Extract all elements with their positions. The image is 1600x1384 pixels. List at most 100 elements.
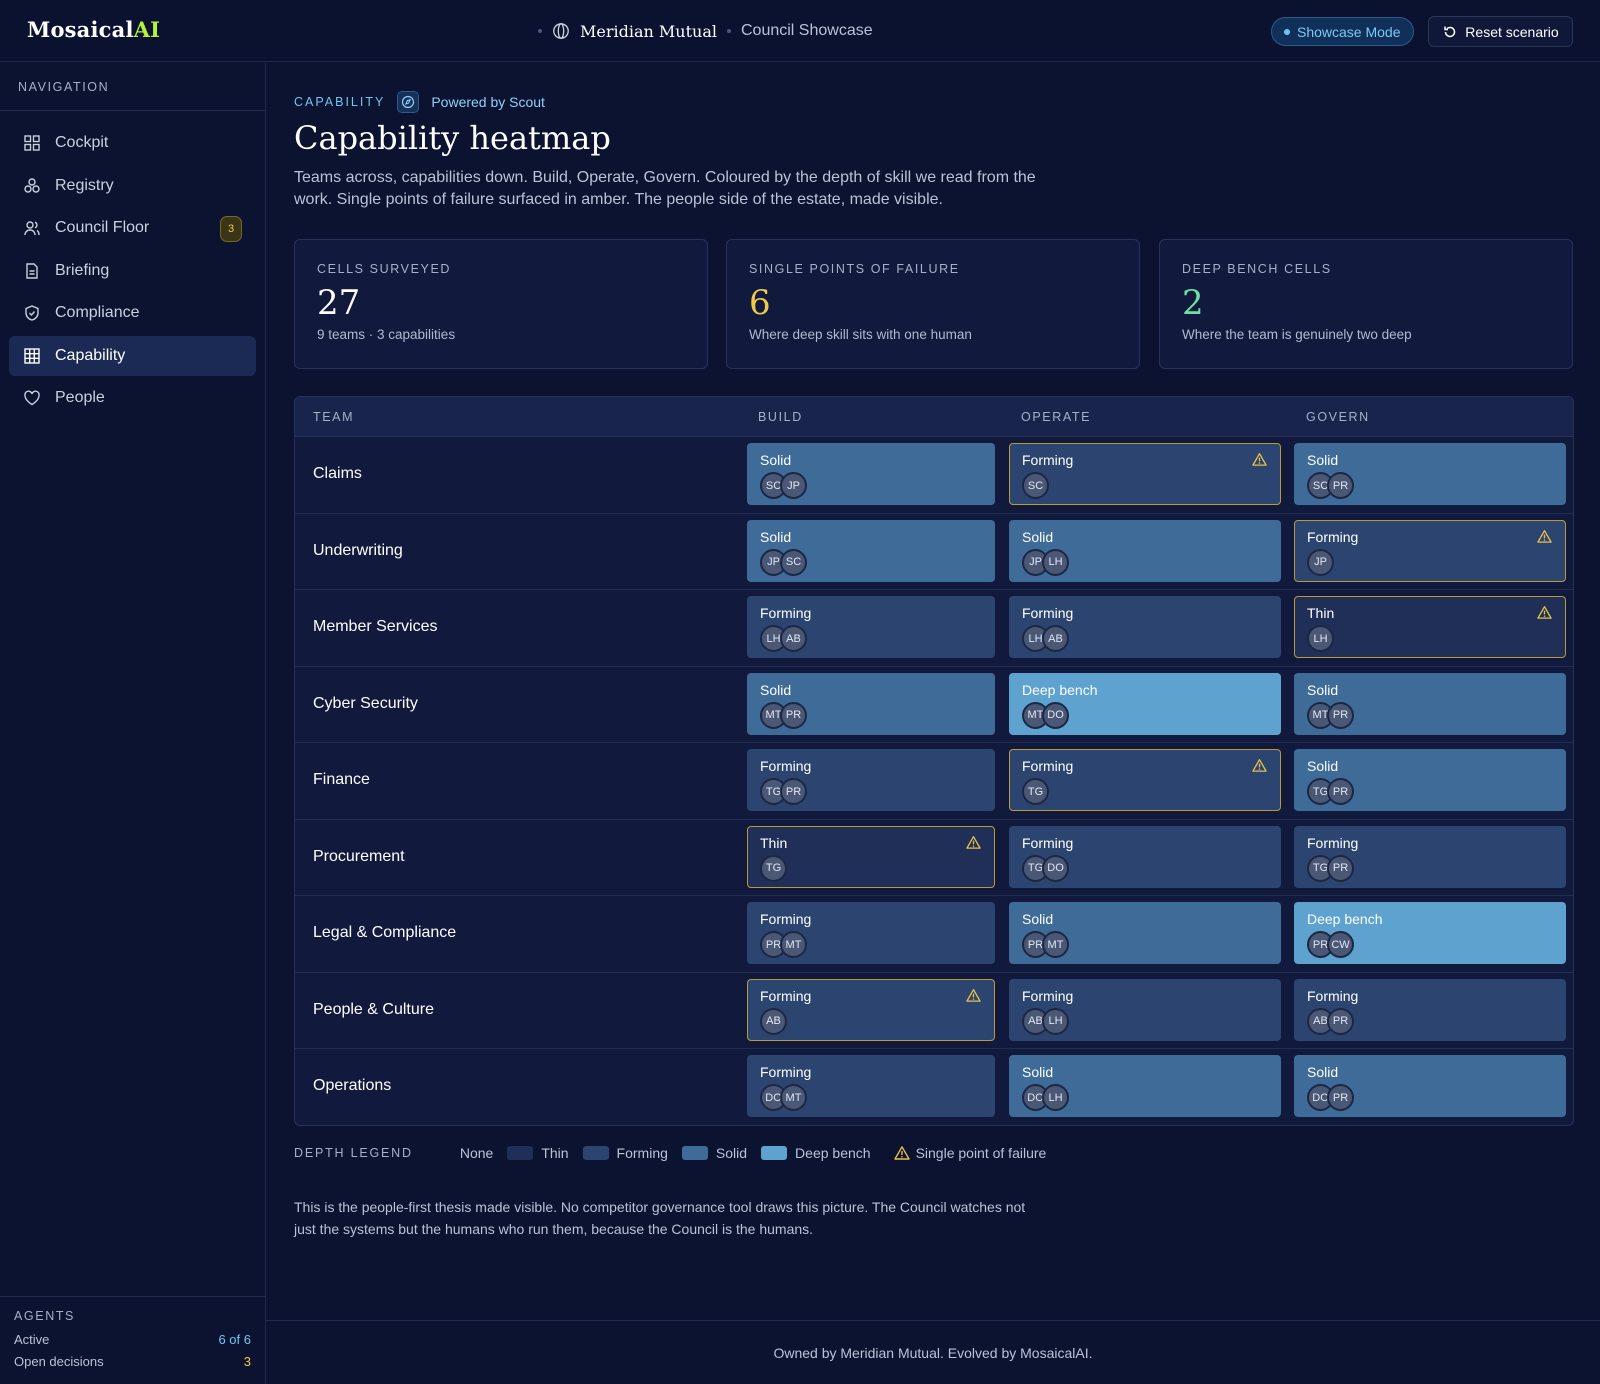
legend-item-spof: Single point of failure	[915, 1145, 1047, 1161]
avatar[interactable]: TG	[760, 854, 787, 882]
heatmap-cell[interactable]: Forming DO MT	[747, 1055, 995, 1117]
heatmap-cell[interactable]: Forming AB PR	[1294, 978, 1566, 1041]
avatar[interactable]: TG	[1022, 778, 1049, 805]
avatar[interactable]: DO	[1042, 854, 1069, 882]
legend-item-thin: Thin	[541, 1145, 569, 1161]
heatmap-cell[interactable]: Thin LH	[1294, 596, 1566, 658]
heatmap-cell[interactable]: Forming AB LH	[1009, 978, 1281, 1041]
avatar[interactable]: PR	[1327, 778, 1354, 805]
page-context: Council Showcase	[740, 22, 873, 39]
legend-item-none: None	[459, 1145, 494, 1161]
avatar[interactable]: AB	[760, 1007, 787, 1035]
heatmap-cell[interactable]: Forming PR MT	[747, 902, 995, 964]
agents-panel: AGENTS Active 6 of 6 Open decisions 3	[0, 1296, 265, 1384]
avatar[interactable]: PR	[1327, 854, 1354, 882]
sidebar: NAVIGATION Cockpit Registry Council Floo…	[0, 63, 266, 1384]
avatar-group: TG PR	[1307, 854, 1354, 882]
grid-icon	[24, 135, 40, 151]
depth-label: Solid	[1022, 528, 1054, 545]
brand-logo[interactable]: MosaicalAI	[27, 17, 160, 42]
avatar[interactable]: LH	[1042, 1007, 1069, 1035]
avatar[interactable]: CW	[1327, 931, 1354, 958]
avatar[interactable]: SC	[1022, 472, 1049, 499]
heatmap-cell[interactable]: Deep bench MT DO	[1009, 672, 1281, 735]
avatar[interactable]: DO	[1042, 701, 1069, 729]
stat-card-cells-surveyed: CELLS SURVEYED 27 9 teams · 3 capabiliti…	[294, 239, 708, 369]
cluster-icon	[24, 177, 40, 193]
avatar[interactable]: MT	[1042, 931, 1069, 958]
heatmap-cell[interactable]: Solid SC PR	[1294, 443, 1566, 505]
heatmap-cell[interactable]: Forming LH AB	[747, 596, 995, 658]
depth-label: Deep bench	[1022, 681, 1098, 698]
avatar[interactable]: PR	[1327, 472, 1354, 499]
heatmap-cell[interactable]: Forming SC	[1009, 443, 1281, 505]
heatmap-cell[interactable]: Solid MT PR	[747, 672, 995, 735]
heatmap-cell[interactable]: Thin TG	[747, 825, 995, 888]
sidebar-item-registry[interactable]: Registry	[9, 166, 256, 206]
reset-icon	[1444, 26, 1456, 37]
stat-subtitle: Where deep skill sits with one human	[749, 327, 972, 342]
heatmap-cell[interactable]: Forming JP	[1294, 519, 1566, 582]
avatar-group: LH	[1307, 625, 1334, 652]
heatmap-cell[interactable]: Deep bench PR CW	[1294, 902, 1566, 964]
avatar[interactable]: AB	[1042, 625, 1069, 652]
reset-scenario-button[interactable]: Reset scenario	[1428, 16, 1573, 47]
avatar[interactable]: SC	[780, 548, 807, 576]
heatmap-cell[interactable]: Forming TG	[1009, 749, 1281, 811]
avatar[interactable]: AB	[1307, 1007, 1334, 1035]
heatmap-cell[interactable]: Solid JP SC	[747, 519, 995, 582]
table-body: Claims Solid SC JP Forming SC Solid SC PR Underwr…	[295, 437, 1573, 1125]
sidebar-item-people[interactable]: People	[9, 378, 256, 418]
depth-label: Solid	[1307, 1064, 1339, 1080]
avatar[interactable]: MT	[780, 1084, 807, 1111]
heatmap-cell[interactable]: Solid TG PR	[1294, 749, 1566, 811]
avatar[interactable]: PR	[780, 778, 807, 805]
team-name: Claims	[313, 465, 362, 482]
avatar[interactable]: LH	[1042, 548, 1069, 576]
avatar[interactable]: JP	[1022, 548, 1049, 576]
heatmap-cell[interactable]: Solid DO LH	[1009, 1055, 1281, 1117]
avatar[interactable]: PR	[1327, 1084, 1354, 1111]
depth-label: Forming	[760, 605, 812, 621]
users-icon	[24, 221, 40, 236]
heatmap-cell[interactable]: Forming TG PR	[1294, 825, 1566, 888]
avatar-group: TG PR	[1307, 778, 1354, 805]
footnote: This is the people-first thesis made vis…	[294, 1199, 1026, 1237]
nav-list: Cockpit Registry Council Floor 3 Briefin…	[0, 111, 265, 418]
avatar[interactable]: PR	[1327, 701, 1354, 729]
sidebar-item-capability[interactable]: Capability	[9, 335, 256, 376]
avatar[interactable]: JP	[780, 472, 807, 499]
table-row: Legal & Compliance Forming PR MT Solid PR MT De…	[295, 896, 1573, 973]
heatmap-cell[interactable]: Forming AB	[747, 978, 995, 1041]
depth-label: Forming	[1307, 987, 1359, 1004]
stat-value: 2	[1182, 283, 1204, 323]
heatmap-cell[interactable]: Solid SC JP	[747, 443, 995, 505]
avatar[interactable]: MT	[780, 931, 807, 958]
avatar[interactable]: LH	[1042, 1084, 1069, 1111]
open-decisions-row: Open decisions 3	[14, 1354, 251, 1369]
avatar[interactable]: LH	[1307, 625, 1334, 652]
table-row: People & Culture Forming AB Forming AB LH Form…	[295, 973, 1573, 1049]
heatmap-cell[interactable]: Solid DO PR	[1294, 1055, 1566, 1117]
showcase-mode-badge[interactable]: Showcase Mode	[1271, 17, 1414, 46]
avatar[interactable]: PR	[1327, 1007, 1354, 1035]
sidebar-item-briefing[interactable]: Briefing	[9, 251, 256, 291]
heatmap-cell[interactable]: Forming LH AB	[1009, 596, 1281, 658]
depth-label: Solid	[1307, 452, 1339, 468]
heatmap-cell[interactable]: Forming TG PR	[747, 749, 995, 811]
avatar[interactable]: AB	[780, 625, 807, 652]
avatar[interactable]: DO	[1022, 1084, 1049, 1111]
sidebar-item-compliance[interactable]: Compliance	[9, 293, 256, 333]
heatmap-cell[interactable]: Solid PR MT	[1009, 902, 1281, 964]
team-name: People & Culture	[313, 1000, 434, 1018]
avatar[interactable]: JP	[1307, 548, 1334, 576]
avatar[interactable]: PR	[780, 701, 807, 729]
scout-icon	[397, 91, 420, 113]
sidebar-item-council-floor[interactable]: Council Floor 3	[9, 208, 256, 248]
heatmap-cell[interactable]: Solid MT PR	[1294, 672, 1566, 735]
legend-title: DEPTH LEGEND	[294, 1146, 413, 1160]
sidebar-item-label: People	[55, 389, 105, 406]
heatmap-cell[interactable]: Solid JP LH	[1009, 519, 1281, 582]
heatmap-cell[interactable]: Forming TG DO	[1009, 825, 1281, 888]
sidebar-item-cockpit[interactable]: Cockpit	[9, 123, 256, 163]
